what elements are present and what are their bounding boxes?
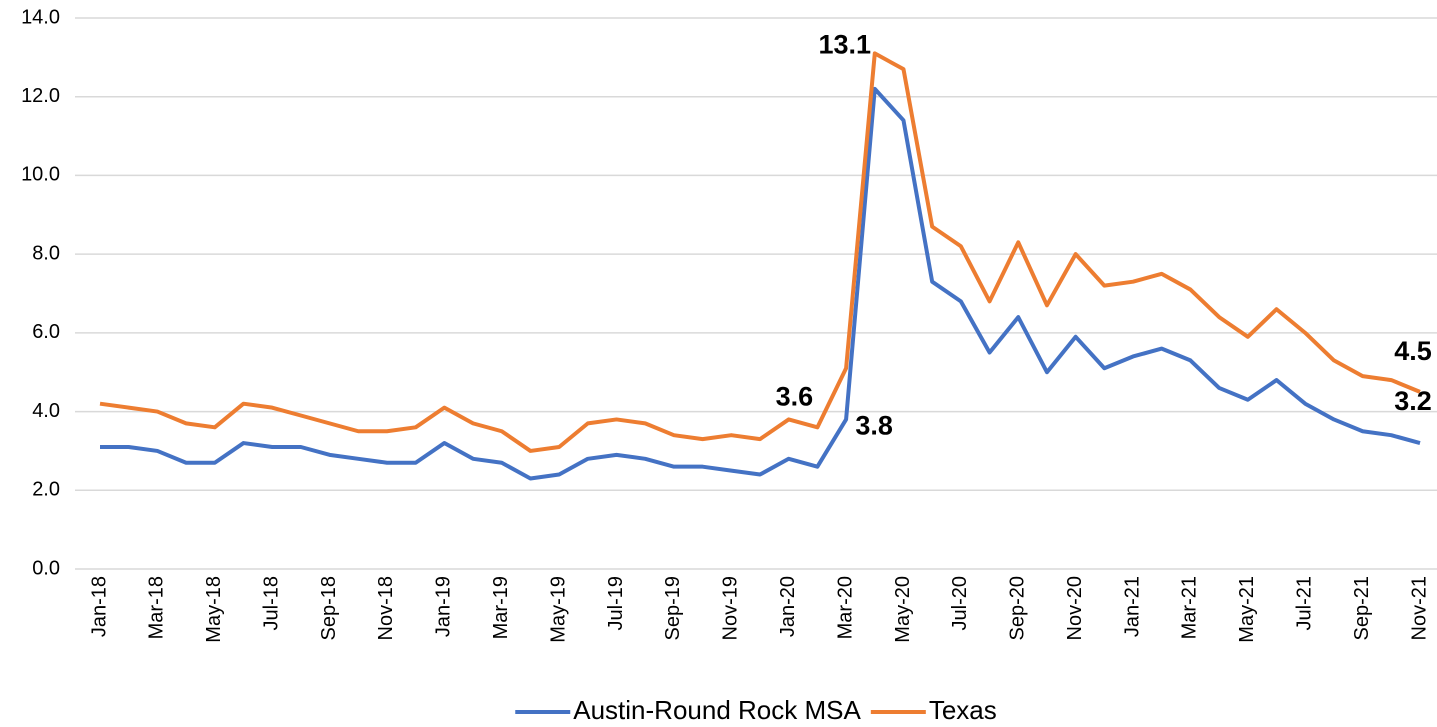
y-tick-label: 0.0	[32, 557, 60, 579]
y-tick-label: 12.0	[21, 85, 60, 107]
x-tick-label: May-21	[1236, 576, 1258, 643]
x-tick-label: Sep-19	[662, 576, 684, 641]
x-tick-label: Sep-20	[1007, 576, 1029, 641]
x-tick-label: Nov-18	[375, 576, 397, 640]
series-line	[99, 51, 1421, 453]
x-tick-label: Nov-20	[1064, 576, 1086, 640]
x-tick-label: May-18	[203, 576, 225, 643]
x-tick-label: Sep-21	[1351, 576, 1373, 641]
x-tick-label: Mar-18	[146, 576, 168, 639]
data-label: 3.2	[1394, 386, 1432, 416]
y-tick-label: 10.0	[21, 164, 60, 186]
data-label: 4.5	[1394, 336, 1432, 366]
x-tick-label: Mar-19	[490, 576, 512, 639]
x-tick-label: Sep-18	[318, 576, 340, 641]
legend-label: Texas	[929, 695, 997, 725]
y-tick-label: 2.0	[32, 479, 60, 501]
legend-label: Austin-Round Rock MSA	[573, 695, 861, 725]
x-tick-label: Nov-19	[720, 576, 742, 640]
x-tick-label: Jul-20	[949, 576, 971, 630]
x-tick-label: Jul-21	[1293, 576, 1315, 630]
data-label: 3.8	[855, 411, 893, 441]
y-tick-label: 6.0	[32, 321, 60, 343]
y-tick-label: 14.0	[21, 6, 60, 28]
x-tick-label: Jul-19	[605, 576, 627, 630]
x-tick-label: Jan-20	[777, 576, 799, 637]
x-tick-label: Jan-19	[433, 576, 455, 637]
series-line	[100, 86, 1421, 481]
y-tick-label: 4.0	[32, 400, 60, 422]
x-tick-label: Nov-21	[1408, 576, 1430, 640]
x-tick-label: Jan-18	[88, 576, 110, 637]
y-tick-label: 8.0	[32, 242, 60, 264]
x-tick-label: Mar-21	[1179, 576, 1201, 639]
x-tick-label: Jul-18	[260, 576, 282, 630]
x-tick-label: May-20	[892, 576, 914, 643]
x-tick-label: May-19	[547, 576, 569, 643]
x-tick-label: Mar-20	[834, 576, 856, 639]
data-label: 13.1	[819, 30, 872, 60]
data-label: 3.6	[776, 381, 814, 411]
x-tick-label: Jan-21	[1121, 576, 1143, 637]
legend: Austin-Round Rock MSA Texas	[515, 695, 997, 725]
